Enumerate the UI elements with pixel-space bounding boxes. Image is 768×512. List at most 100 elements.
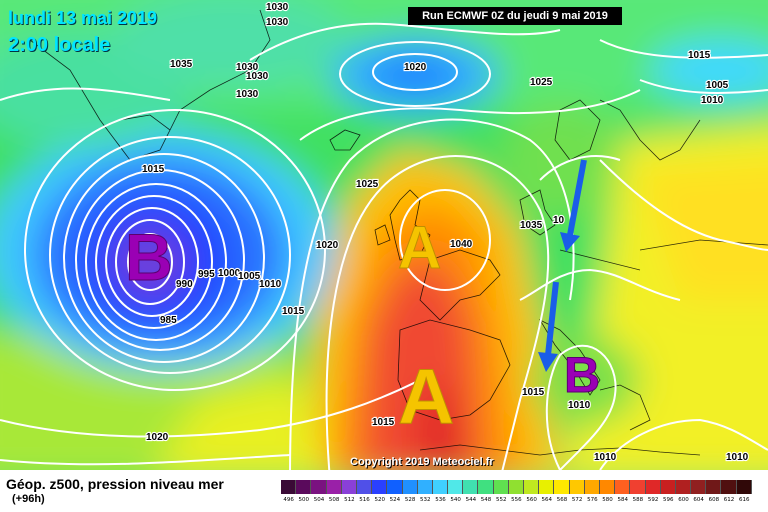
- scale-swatch: [356, 480, 373, 494]
- scale-swatch: [630, 480, 646, 494]
- scale-label: 584: [617, 497, 628, 503]
- scale-label: 532: [420, 497, 431, 503]
- scale-label: 552: [495, 497, 507, 503]
- scale-label: 516: [359, 497, 370, 503]
- scale-label: 608: [708, 497, 720, 503]
- scale-label: 564: [541, 497, 553, 503]
- scale-swatch: [281, 480, 297, 494]
- scale-swatch: [402, 480, 418, 494]
- scale-swatch: [539, 480, 555, 494]
- pressure-label: 1015: [142, 164, 165, 175]
- pressure-label: 1010: [259, 279, 282, 290]
- pressure-label: 1030: [236, 62, 259, 73]
- pressure-label: 1000: [218, 268, 241, 279]
- scale-label: 612: [723, 497, 735, 503]
- pressure-label: 995: [198, 269, 215, 280]
- forecast-date: lundi 13 mai 2019: [8, 8, 158, 28]
- scale-swatch: [615, 480, 631, 494]
- scale-swatch: [417, 480, 433, 494]
- high-pressure-a-britain: A: [398, 214, 441, 281]
- legend: Géop. z500, pression niveau mer (+96h) 4…: [0, 470, 768, 512]
- pressure-label: 1010: [726, 452, 749, 463]
- scale-label: 508: [328, 497, 340, 503]
- scale-swatch: [584, 480, 600, 494]
- scale-swatch: [736, 480, 752, 494]
- pressure-label: 1035: [520, 220, 543, 231]
- pressure-label: 990: [176, 279, 193, 290]
- color-scale-labels: 496 500 504 508 512 516 520 524 528 532 536 540 544 5…: [281, 497, 752, 503]
- pressure-label: 1020: [146, 432, 169, 443]
- pressure-label: 1005: [706, 80, 729, 91]
- scale-swatch: [721, 480, 737, 494]
- pressure-label: 1020: [404, 62, 427, 73]
- scale-label: 556: [511, 497, 522, 503]
- scale-swatch: [463, 480, 479, 494]
- map-canvas: 1030 1030 1035 1030 1030 1030 1020 1025 …: [0, 0, 768, 470]
- scale-swatch: [432, 480, 449, 494]
- low-pressure-b-italy: B: [564, 347, 600, 403]
- scale-label: 568: [556, 497, 568, 503]
- scale-swatch: [493, 480, 509, 494]
- scale-label: 528: [404, 497, 416, 503]
- scale-swatch: [660, 480, 676, 494]
- legend-title: Géop. z500, pression niveau mer: [6, 476, 224, 492]
- scale-label: 520: [374, 497, 385, 503]
- scale-swatch: [599, 480, 616, 494]
- pressure-label: 1010: [701, 95, 724, 106]
- scale-label: 540: [450, 497, 461, 503]
- scale-swatch: [524, 480, 540, 494]
- scale-label: 580: [602, 497, 613, 503]
- scale-label: 616: [738, 497, 750, 503]
- scale-label: 560: [526, 497, 537, 503]
- pressure-label: 1025: [356, 179, 379, 190]
- scale-swatch: [311, 480, 327, 494]
- pressure-label: 1040: [450, 239, 473, 250]
- z500-field: [0, 0, 768, 470]
- scale-label: 600: [678, 497, 689, 503]
- pressure-label: 1030: [266, 2, 289, 13]
- isobars: [0, 22, 768, 470]
- scale-label: 524: [389, 497, 401, 503]
- scale-label: 592: [647, 497, 659, 503]
- pressure-label: 1030: [246, 71, 269, 82]
- scale-swatch: [675, 480, 692, 494]
- scale-swatch: [645, 480, 661, 494]
- scale-swatch: [296, 480, 312, 494]
- scale-swatch: [341, 480, 357, 494]
- pressure-label: 1020: [316, 240, 339, 251]
- pressure-label: 1010: [568, 400, 591, 411]
- scale-label: 500: [298, 497, 310, 503]
- copyright: Copyright 2019 Meteociel.fr: [350, 456, 494, 468]
- scale-swatch: [372, 480, 388, 494]
- scale-label: 512: [344, 497, 355, 503]
- scale-label: 536: [435, 497, 446, 503]
- pressure-label: 10: [553, 215, 565, 226]
- pressure-label: 1005: [238, 271, 261, 282]
- coastlines: [29, 9, 768, 456]
- pressure-label: 1035: [170, 59, 193, 70]
- scale-swatch: [448, 480, 464, 494]
- pressure-labels: 1030 1030 1035 1030 1030 1030 1020 1025 …: [141, 1, 750, 464]
- scale-swatch: [478, 480, 494, 494]
- movement-arrows: [538, 159, 587, 372]
- scale-label: 572: [571, 497, 583, 503]
- scale-label: 576: [587, 497, 598, 503]
- pressure-label: 1015: [522, 387, 545, 398]
- scale-label: 588: [632, 497, 644, 503]
- model-run-label: Run ECMWF 0Z du jeudi 9 mai 2019: [408, 7, 622, 25]
- scale-swatch: [554, 480, 570, 494]
- pressure-label: 1025: [530, 77, 553, 88]
- scale-label: 496: [283, 497, 294, 503]
- color-scale: [281, 480, 752, 494]
- scale-swatch: [691, 480, 707, 494]
- legend-subtitle: (+96h): [12, 493, 45, 505]
- low-pressure-b-atlantic: B: [125, 220, 173, 294]
- scale-label: 544: [465, 497, 477, 503]
- scale-swatch: [387, 480, 403, 494]
- scale-swatch: [326, 480, 342, 494]
- pressure-label: 1015: [282, 306, 305, 317]
- pressure-label: 985: [160, 315, 177, 326]
- scale-label: 548: [480, 497, 492, 503]
- pressure-label: 1030: [266, 17, 289, 28]
- pressure-label: 1010: [594, 452, 617, 463]
